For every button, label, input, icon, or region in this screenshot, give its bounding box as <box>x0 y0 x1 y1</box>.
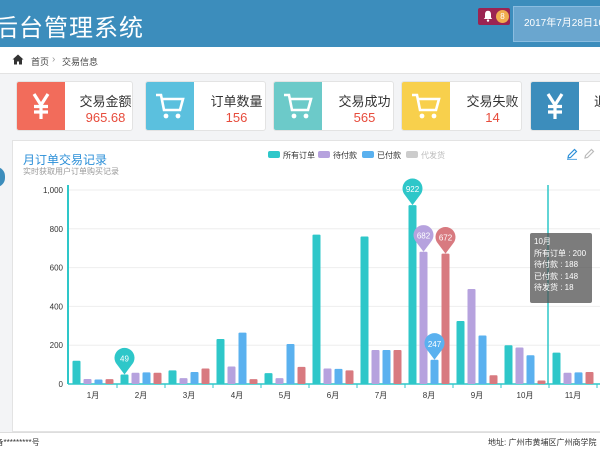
stat-card-value: 965.68 <box>17 110 132 125</box>
tooltip-line: 待发货 : 18 <box>534 282 588 294</box>
stat-card-label: 退 <box>531 91 600 110</box>
footer-icp: 备案号:粤ICP备*********号 <box>0 437 40 448</box>
chart-tooltip: 10月 所有订单 : 200 待付款 : 188 已付款 : 148 待发货 :… <box>530 233 592 303</box>
legend-swatch <box>318 151 330 158</box>
legend-label: 代发货 <box>421 150 445 161</box>
edit-disabled-icon[interactable] <box>583 148 595 160</box>
legend-label: 待付款 <box>333 150 357 161</box>
tooltip-line: 已付款 : 148 <box>534 271 588 283</box>
home-icon <box>12 54 24 65</box>
chart-panel <box>12 140 600 432</box>
stat-card-orders[interactable]: 订单数量 156 <box>145 81 266 131</box>
bell-icon <box>483 10 493 22</box>
footer-address: 地址: 广州市黄埔区广州商学院 <box>488 437 596 448</box>
breadcrumb: 首页 › 交易信息 <box>0 47 600 74</box>
legend-label: 已付款 <box>377 150 401 161</box>
notification-badge: 8 <box>496 10 509 23</box>
breadcrumb-separator: › <box>52 54 55 65</box>
legend-swatch <box>362 151 374 158</box>
app-title: 后台管理系统 <box>0 8 144 43</box>
stat-card-value: 156 <box>146 110 265 125</box>
notification-button[interactable]: 8 <box>478 8 510 25</box>
stat-card-label: 订单数量 <box>146 91 265 110</box>
legend-swatch <box>268 151 280 158</box>
stat-card-refund[interactable]: 退 <box>530 81 600 131</box>
stat-card-success[interactable]: 交易成功 565 <box>273 81 394 131</box>
stat-card-value: 14 <box>402 110 521 125</box>
stat-card-amount[interactable]: 交易金额 965.68 <box>16 81 133 131</box>
breadcrumb-home-link[interactable]: 首页 <box>31 55 49 68</box>
tooltip-line: 所有订单 : 200 <box>534 248 588 260</box>
stat-card-failed[interactable]: 交易失败 14 <box>401 81 522 131</box>
sidebar-toggle[interactable] <box>0 167 5 187</box>
stat-card-label: 交易金额 <box>17 91 132 110</box>
legend-swatch <box>406 151 418 158</box>
breadcrumb-current: 交易信息 <box>62 55 98 68</box>
top-bar: 后台管理系统 8 2017年7月28日10时 <box>0 0 600 47</box>
edit-icon[interactable] <box>566 148 578 160</box>
footer: 备案号:粤ICP备*********号 地址: 广州市黄埔区广州商学院 <box>0 432 600 450</box>
tooltip-line: 待付款 : 188 <box>534 259 588 271</box>
chart-subtitle: 实时获取用户订单购买记录 <box>23 166 119 177</box>
stat-card-label: 交易成功 <box>274 91 393 110</box>
legend-label: 所有订单 <box>283 150 315 161</box>
stat-card-value: 565 <box>274 110 393 125</box>
tooltip-title: 10月 <box>534 236 588 248</box>
stat-card-label: 交易失败 <box>402 91 521 110</box>
datetime-display: 2017年7月28日10时 <box>513 6 600 42</box>
